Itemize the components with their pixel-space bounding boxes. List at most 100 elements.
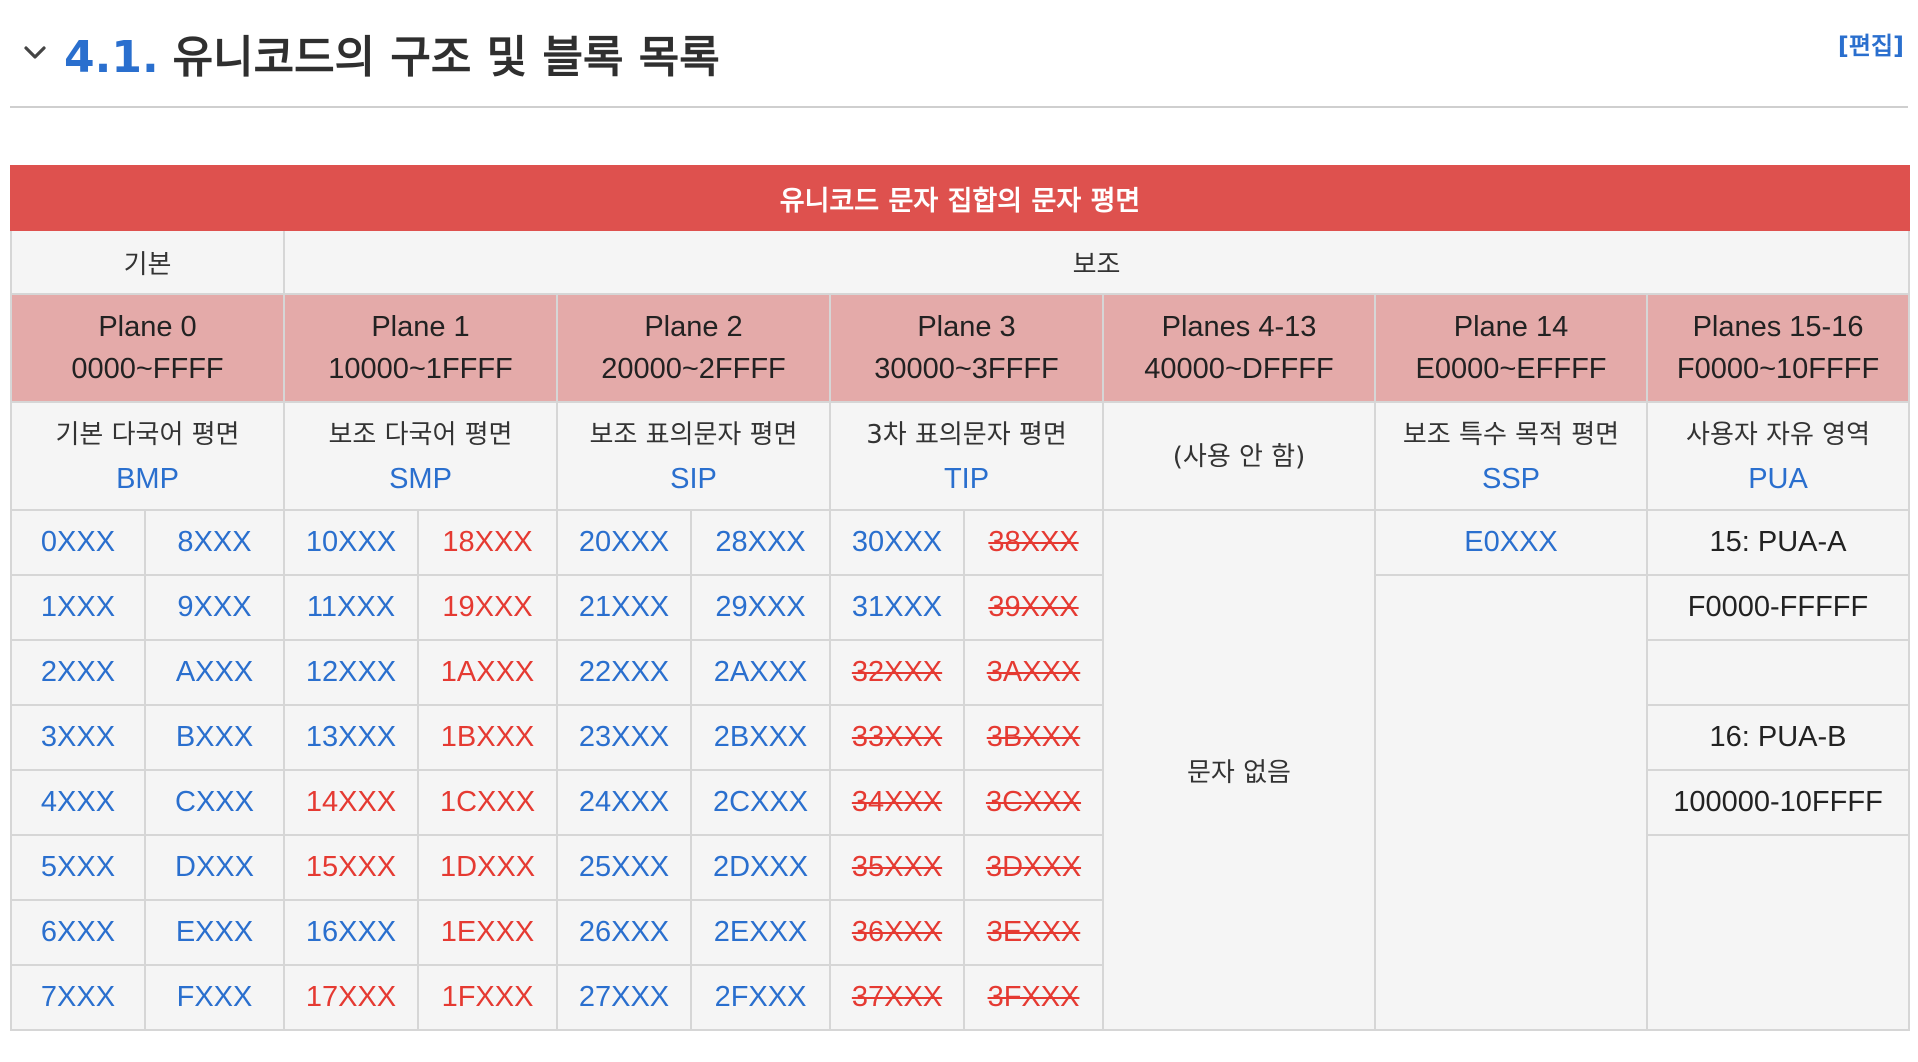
block-row: 5XXX DXXX 15XXX 1DXXX 25XXX 2DXXX 35XXX 3DXXX [10,834,1911,1031]
block-link[interactable]: AXXX [175,656,254,688]
section-number[interactable]: 4.1. [64,32,159,83]
block-link[interactable]: 25XXX [578,851,670,883]
chevron-down-icon[interactable] [20,38,50,68]
block-link[interactable]: 16XXX [305,916,397,948]
block-cell: 18XXX [417,509,558,576]
block-cell: 1DXXX [417,834,558,901]
block-row: 7XXX FXXX 17XXX 1FXXX 27XXX 2FXXX 37XXX 3FXXX [10,964,1909,1031]
block-link[interactable]: 2EXXX [713,916,808,948]
block-link: 3EXXX [986,916,1081,948]
block-link[interactable]: 19XXX [442,591,533,623]
block-cell: BXXX [144,704,285,771]
block-link[interactable]: 30XXX [851,526,943,558]
plane-header: Plane 0 0000~FFFF [10,293,285,403]
edit-link[interactable]: [편집] [1837,32,1904,60]
block-link[interactable]: 2FXXX [714,981,807,1013]
plane-korean-name: 보조 다국어 평면 [328,419,513,450]
block-cell: 39XXX [963,574,1104,641]
block-link[interactable]: EXXX [175,916,254,948]
block-link[interactable]: CXXX [175,786,254,818]
block-link[interactable]: 8XXX [177,526,252,558]
block-cell: 35XXX [829,834,965,901]
block-link[interactable]: 14XXX [305,786,397,818]
block-link[interactable]: 1BXXX [440,721,535,753]
block-link[interactable]: 21XXX [578,591,670,623]
block-link[interactable]: 20XXX [578,526,670,558]
block-link[interactable]: 26XXX [578,916,670,948]
block-link[interactable]: 1DXXX [439,851,536,883]
block-cell: 3XXX [10,704,146,771]
block-link[interactable]: 18XXX [442,526,533,558]
block-cell: 28XXX [690,509,831,576]
block-cell: 3FXXX [963,964,1104,1031]
plane-abbr-link[interactable]: TIP [943,462,990,495]
block-row: 6XXX EXXX 16XXX 1EXXX 26XXX 2EXXX 36XXX 3EXXX [10,899,1909,966]
block-cell: 3CXXX [963,769,1104,836]
block-cell: 9XXX [144,574,285,641]
block-link[interactable]: 15XXX [305,851,397,883]
block-link[interactable]: 7XXX [40,981,116,1013]
plane-abbr-link[interactable]: SMP [389,462,452,495]
block-link[interactable]: 4XXX [40,786,116,818]
plane-korean-name: 사용자 자유 영역 [1686,419,1871,450]
block-link[interactable]: 12XXX [305,656,397,688]
section-heading: 4.1. 유니코드의 구조 및 블록 목록 [64,28,720,88]
block-link[interactable]: E0XXX [1464,526,1558,558]
block-link[interactable]: 1AXXX [440,656,535,688]
block-link[interactable]: 10XXX [305,526,397,558]
block-cell: 2DXXX [690,834,831,901]
block-link[interactable]: 1FXXX [441,981,534,1013]
block-link[interactable]: 0XXX [40,526,116,558]
block-link[interactable]: 1CXXX [439,786,536,818]
plane-name-row: 기본 다국어 평면 BMP 보조 다국어 평면 SMP 보조 표의문자 평면 SIP 3차 … [10,401,1911,511]
block-link[interactable]: 1XXX [40,591,116,623]
block-cell: 1CXXX [417,769,558,836]
plane-abbr-link[interactable]: BMP [116,462,179,495]
block-link[interactable]: 3XXX [40,721,116,753]
block-cell: 31XXX [829,574,965,641]
block-link[interactable]: 31XXX [851,591,943,623]
block-link[interactable]: 2AXXX [713,656,808,688]
block-link[interactable]: FXXX [176,981,253,1013]
plane-abbr-link[interactable]: SSP [1481,462,1541,495]
group-row: 기본 보조 [10,229,1911,295]
block-cell: CXXX [144,769,285,836]
plane-abbr-link[interactable]: SIP [670,462,717,495]
block-cell: 22XXX [556,639,692,706]
plane-range: 40000~DFFFF [1144,353,1334,385]
block-link[interactable]: 13XXX [305,721,397,753]
block-link[interactable]: 2XXX [40,656,116,688]
plane-range: E0000~EFFFF [1415,353,1607,385]
block-link[interactable]: 5XXX [40,851,116,883]
pua-cell: 16: PUA-B [1645,704,1911,771]
block-cell: 2CXXX [690,769,831,836]
block-link[interactable]: 24XXX [578,786,670,818]
block-link[interactable]: 1EXXX [440,916,535,948]
block-link[interactable]: 27XXX [578,981,670,1013]
block-cell: 7XXX [10,964,146,1031]
block-link[interactable]: 28XXX [715,526,806,558]
block-link[interactable]: 9XXX [177,591,252,623]
plane-header: Plane 3 30000~3FFFF [829,293,1104,403]
block-link[interactable]: DXXX [175,851,254,883]
block-cell: 19XXX [417,574,558,641]
plane-description: 기본 다국어 평면 BMP [10,401,285,511]
block-link[interactable]: 11XXX [306,591,396,623]
block-cell: 23XXX [556,704,692,771]
block-link[interactable]: 2CXXX [712,786,809,818]
block-link[interactable]: 2DXXX [712,851,809,883]
block-link[interactable]: 17XXX [305,981,397,1013]
block-link[interactable]: 6XXX [40,916,116,948]
block-cell: DXXX [144,834,285,901]
block-link[interactable]: BXXX [175,721,254,753]
plane-korean-name: 기본 다국어 평면 [55,419,240,450]
block-cell: 3EXXX [963,899,1104,966]
pua-cell: 15: PUA-A [1645,509,1911,576]
block-link[interactable]: 22XXX [578,656,670,688]
block-link[interactable]: 2BXXX [713,721,808,753]
plane-abbr-link[interactable]: PUA [1748,462,1808,495]
block-link[interactable]: 23XXX [578,721,670,753]
block-link[interactable]: 29XXX [715,591,806,623]
plane-description: 보조 특수 목적 평면 SSP [1374,401,1648,511]
block-link: 32XXX [851,656,943,688]
